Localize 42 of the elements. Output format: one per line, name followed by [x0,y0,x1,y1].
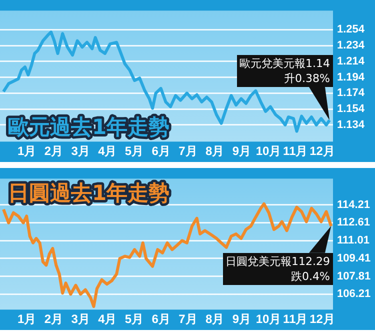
y-tick-label: 1.234 [337,40,366,52]
x-tick-label: 4月 [98,144,117,158]
y-tick-label: 112.61 [337,216,370,229]
x-tick-label: 3月 [71,312,90,326]
x-tick-label: 6月 [152,312,170,326]
annotation: 歐元兌美元報1.14 [240,56,330,72]
annotation: 升0.38% [283,71,330,86]
x-tick-label: 4月 [98,312,117,326]
x-tick-label: 1月 [18,312,36,326]
y-tick-label: 1.174 [337,87,366,100]
x-tick-label: 2月 [44,144,64,158]
x-tick-label: 11月 [283,144,308,158]
x-tick-label: 12月 [310,312,335,326]
y-tick-label: 1.134 [337,118,366,131]
x-tick-label: 5月 [124,144,144,158]
x-tick-label: 3月 [71,144,90,158]
x-tick-label: 8月 [205,312,224,326]
y-tick-label: 1.154 [337,103,366,116]
y-tick-label: 107.81 [337,270,371,282]
annotation: 跌0.4% [290,269,330,284]
y-tick-label: 109.41 [337,252,371,264]
y-tick-label: 114.21 [337,198,370,211]
y-tick-label: 1.194 [337,71,366,84]
y-tick-label: 106.21 [337,288,371,300]
x-tick-label: 8月 [205,144,224,158]
x-tick-label: 11月 [283,312,308,326]
x-tick-label: 6月 [152,144,170,158]
x-tick-label: 5月 [124,312,144,326]
x-tick-label: 12月 [310,144,335,158]
chart-title: 日圓過去1年走勢 [8,181,170,206]
x-tick-label: 10月 [256,312,282,326]
x-tick-label: 1月 [18,144,36,158]
x-tick-label: 9月 [232,144,252,158]
x-tick-label: 7月 [178,144,198,158]
y-tick-label: 111.01 [337,234,370,247]
x-tick-label: 2月 [44,312,64,326]
y-tick-label: 1.254 [337,24,366,36]
y-tick-label: 1.214 [337,55,366,68]
x-tick-label: 9月 [232,312,252,326]
x-tick-label: 10月 [256,144,282,158]
annotation: 日圓兌美元報112.29 [226,254,330,270]
x-tick-label: 7月 [178,312,198,326]
